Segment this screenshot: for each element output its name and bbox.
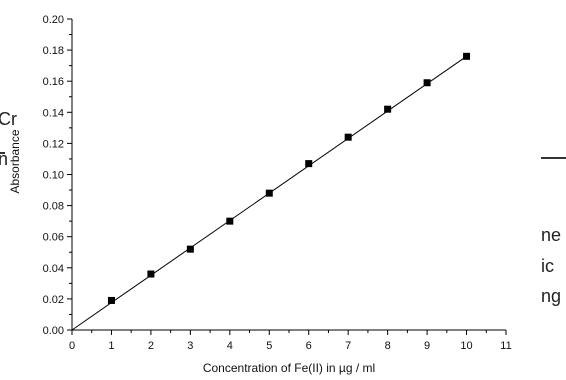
data-point — [226, 217, 234, 225]
axes: 0.00 0.02 0.04 0.06 0.08 0.10 0.12 0.14 0.16 0.18… — [43, 14, 512, 352]
background-text-fragment: n — [0, 149, 9, 169]
background-text-fragment: ic — [541, 256, 554, 276]
data-point — [265, 189, 273, 197]
y-tick-label: 0.12 — [43, 138, 64, 150]
y-axis-label: Absorbance — [8, 129, 22, 193]
x-tick-label: 2 — [148, 340, 154, 352]
data-point — [344, 133, 352, 141]
data-points — [107, 52, 471, 304]
y-tick-label: 0.06 — [43, 232, 64, 244]
y-tick-label: 0.14 — [43, 107, 64, 119]
data-point — [186, 245, 194, 253]
data-point — [107, 296, 115, 304]
data-point — [305, 160, 313, 168]
data-point — [384, 105, 392, 113]
y-tick-label: 0.00 — [43, 325, 64, 337]
x-tick-label: 9 — [424, 340, 430, 352]
x-tick-label: 3 — [187, 340, 193, 352]
x-tick-label: 8 — [385, 340, 391, 352]
data-point — [423, 79, 431, 87]
x-tick-label: 5 — [266, 340, 272, 352]
background-text-fragment: ne — [541, 225, 562, 245]
x-tick-label: 4 — [227, 340, 233, 352]
background-text-fragment: ng — [541, 286, 562, 306]
background-text-fragment: Cr — [0, 109, 17, 129]
x-axis-label: Concentration of Fe(II) in µg / ml — [203, 361, 375, 375]
y-tick-label: 0.10 — [43, 170, 64, 182]
x-tick-label: 7 — [345, 340, 351, 352]
x-tick-label: 1 — [108, 340, 114, 352]
x-tick-label: 11 — [500, 340, 511, 352]
y-tick-label: 0.08 — [43, 201, 64, 213]
y-tick-label: 0.02 — [43, 294, 64, 306]
data-point — [463, 52, 471, 60]
background-dash — [0, 152, 5, 154]
x-tick-label: 0 — [69, 340, 75, 352]
background-dash — [541, 157, 566, 159]
y-tick-label: 0.16 — [43, 76, 64, 88]
x-tick-label: 6 — [306, 340, 312, 352]
y-tick-label: 0.20 — [43, 14, 64, 26]
y-tick-label: 0.04 — [43, 263, 64, 275]
data-point — [147, 270, 155, 278]
x-tick-label: 10 — [460, 340, 472, 352]
y-tick-label: 0.18 — [43, 45, 64, 57]
